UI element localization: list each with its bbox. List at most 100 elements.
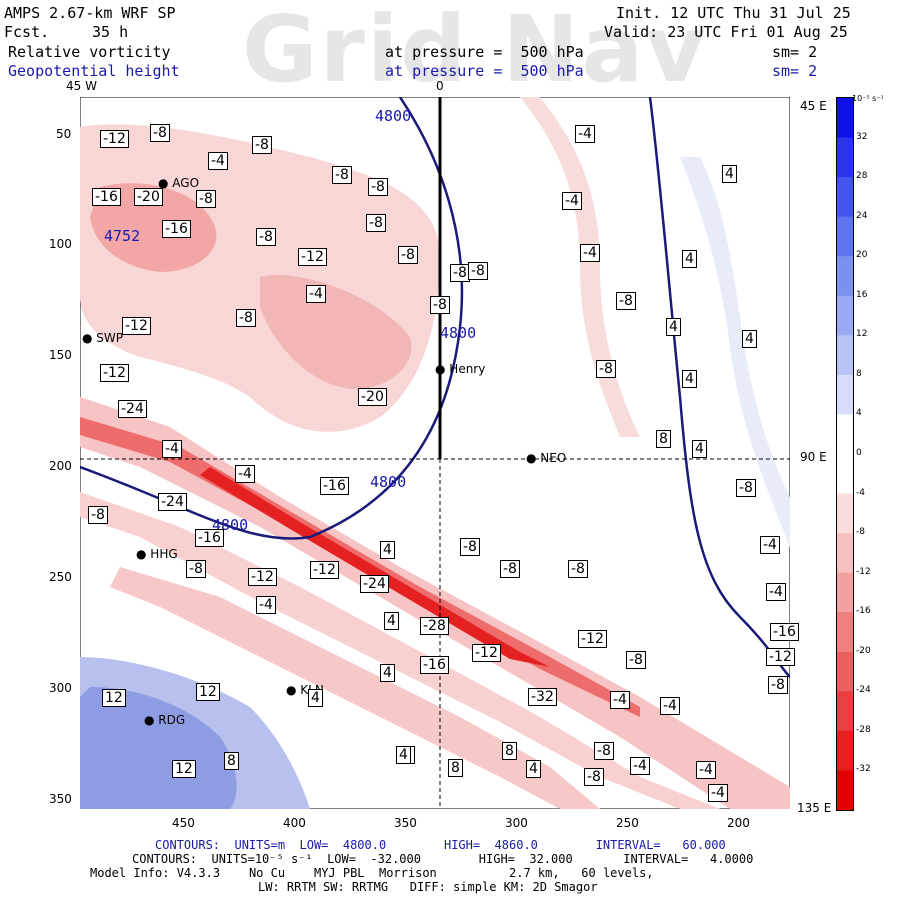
init-time: Init. 12 UTC Thu 31 Jul 25: [616, 4, 851, 22]
vorticity-contour-label: -8: [584, 768, 604, 786]
colorbar-segment: [837, 493, 853, 534]
vorticity-contour-label: -16: [420, 656, 449, 674]
x-tick-200: 200: [727, 816, 750, 830]
smoothing-1: sm= 2: [772, 43, 818, 61]
vorticity-contour-label: -12: [310, 561, 339, 579]
colorbar-label: -28: [856, 724, 871, 735]
height-label: 4800: [375, 107, 412, 125]
valid-time: Valid: 23 UTC Fri 01 Aug 25: [604, 23, 848, 41]
forecast-hours: 35 h: [92, 23, 129, 41]
colorbar-segment: [837, 177, 853, 218]
vorticity-contour-label: 4: [380, 541, 395, 559]
colorbar-segment: [837, 612, 853, 653]
forecast-label: Fcst.: [4, 23, 50, 41]
lon-label-90e: 90 E: [800, 450, 827, 464]
vorticity-contour-label: -16: [92, 188, 121, 206]
station-henry: ● Henry: [435, 362, 486, 376]
watermark: Grid Nav: [242, 0, 708, 103]
height-label: 4800: [370, 473, 407, 491]
vorticity-contour-label: -8: [88, 506, 108, 524]
field-vorticity: Relative vorticity: [8, 43, 171, 61]
vorticity-contour-label: 4: [742, 330, 757, 348]
lon-label-45e: 45 E: [800, 99, 827, 113]
colorbar-label: 16: [856, 289, 868, 300]
colorbar-segment: [837, 295, 853, 336]
vorticity-contour-label: -8: [256, 228, 276, 246]
y-tick-350: 350: [49, 792, 72, 806]
vorticity-contour-label: -8: [468, 262, 488, 280]
vorticity-contour-label: -24: [360, 575, 389, 593]
colorbar-label: 4: [856, 408, 862, 419]
footer-vort-contours: CONTOURS: UNITS=10⁻⁵ s⁻¹ LOW= -32.000 HI…: [132, 852, 754, 866]
vorticity-contour-label: 8: [224, 752, 239, 770]
vorticity-contour-label: -8: [252, 136, 272, 154]
vorticity-contour-label: -8: [332, 166, 352, 184]
colorbar-label: -24: [856, 685, 871, 696]
pressure-level-2: at pressure = 500 hPa: [385, 62, 584, 80]
colorbar-segment: [837, 651, 853, 692]
lon-label-45w: 45 W: [66, 79, 97, 93]
vorticity-contour-label: 4: [380, 664, 395, 682]
colorbar-label: 0: [856, 448, 862, 458]
vorticity-contour-label: -12: [122, 317, 151, 335]
colorbar-segment: [837, 730, 853, 771]
colorbar-label: 24: [856, 210, 868, 221]
vorticity-contour-label: -8: [460, 538, 480, 556]
footer-physics: LW: RRTM SW: RRTMG DIFF: simple KM: 2D S…: [258, 880, 598, 894]
colorbar-label: 20: [856, 250, 868, 261]
colorbar-segment: [837, 216, 853, 257]
vorticity-contour-label: 4: [682, 250, 697, 268]
vorticity-contour-label: -28: [420, 617, 449, 635]
vorticity-contour-label: -24: [118, 400, 147, 418]
vorticity-contour-label: -4: [580, 244, 600, 262]
vorticity-contour-label: -20: [358, 388, 387, 406]
colorbar-label: -8: [856, 527, 865, 538]
x-tick-300: 300: [505, 816, 528, 830]
vorticity-contour-label: -4: [610, 691, 630, 709]
vorticity-contour-label: 8: [448, 759, 463, 777]
colorbar-segment: [837, 335, 853, 376]
station-hhg: ● HHG: [136, 547, 178, 561]
vorticity-contour-label: 4: [396, 746, 411, 764]
vorticity-contour-label: 8: [502, 742, 517, 760]
y-tick-150: 150: [49, 348, 72, 362]
height-label: 4752: [104, 227, 141, 245]
colorbar-label: -12: [856, 566, 871, 577]
vorticity-contour-label: -16: [195, 529, 224, 547]
vorticity-contour-label: -4: [660, 697, 680, 715]
colorbar-segment: [837, 533, 853, 574]
vorticity-contour-label: -4: [256, 596, 276, 614]
vorticity-contour-label: -8: [500, 560, 520, 578]
vorticity-contour-label: -8: [736, 479, 756, 497]
y-tick-300: 300: [49, 681, 72, 695]
vorticity-contour-label: 12: [196, 683, 220, 701]
colorbar-segment: [837, 137, 853, 178]
vorticity-contour-label: -8: [150, 124, 170, 142]
vorticity-contour-label: -16: [320, 477, 349, 495]
colorbar-segment: [837, 98, 853, 139]
vorticity-contour-label: 4: [308, 689, 323, 707]
vorticity-map: [80, 97, 790, 809]
vorticity-contour-label: -8: [186, 560, 206, 578]
vorticity-contour-label: -8: [236, 309, 256, 327]
vorticity-contour-label: 4: [692, 440, 707, 458]
vorticity-contour-label: -8: [616, 292, 636, 310]
field-geopotential: Geopotential height: [8, 62, 180, 80]
colorbar-label: 12: [856, 329, 868, 340]
colorbar-label: -32: [856, 764, 871, 775]
colorbar-label: 28: [856, 171, 868, 182]
vorticity-contour-label: -4: [708, 784, 728, 802]
vorticity-contour-label: 4: [682, 370, 697, 388]
y-tick-100: 100: [49, 237, 72, 251]
x-tick-400: 400: [283, 816, 306, 830]
vorticity-contour-label: -8: [626, 651, 646, 669]
vorticity-contour-label: -12: [766, 648, 795, 666]
vorticity-contour-label: -4: [760, 536, 780, 554]
colorbar-label: -16: [856, 606, 871, 617]
smoothing-2: sm= 2: [772, 62, 818, 80]
vorticity-contour-label: -8: [594, 742, 614, 760]
vorticity-contour-label: 4: [526, 760, 541, 778]
colorbar-segment: [837, 256, 853, 297]
vorticity-contour-label: -4: [696, 761, 716, 779]
vorticity-contour-label: -12: [100, 364, 129, 382]
